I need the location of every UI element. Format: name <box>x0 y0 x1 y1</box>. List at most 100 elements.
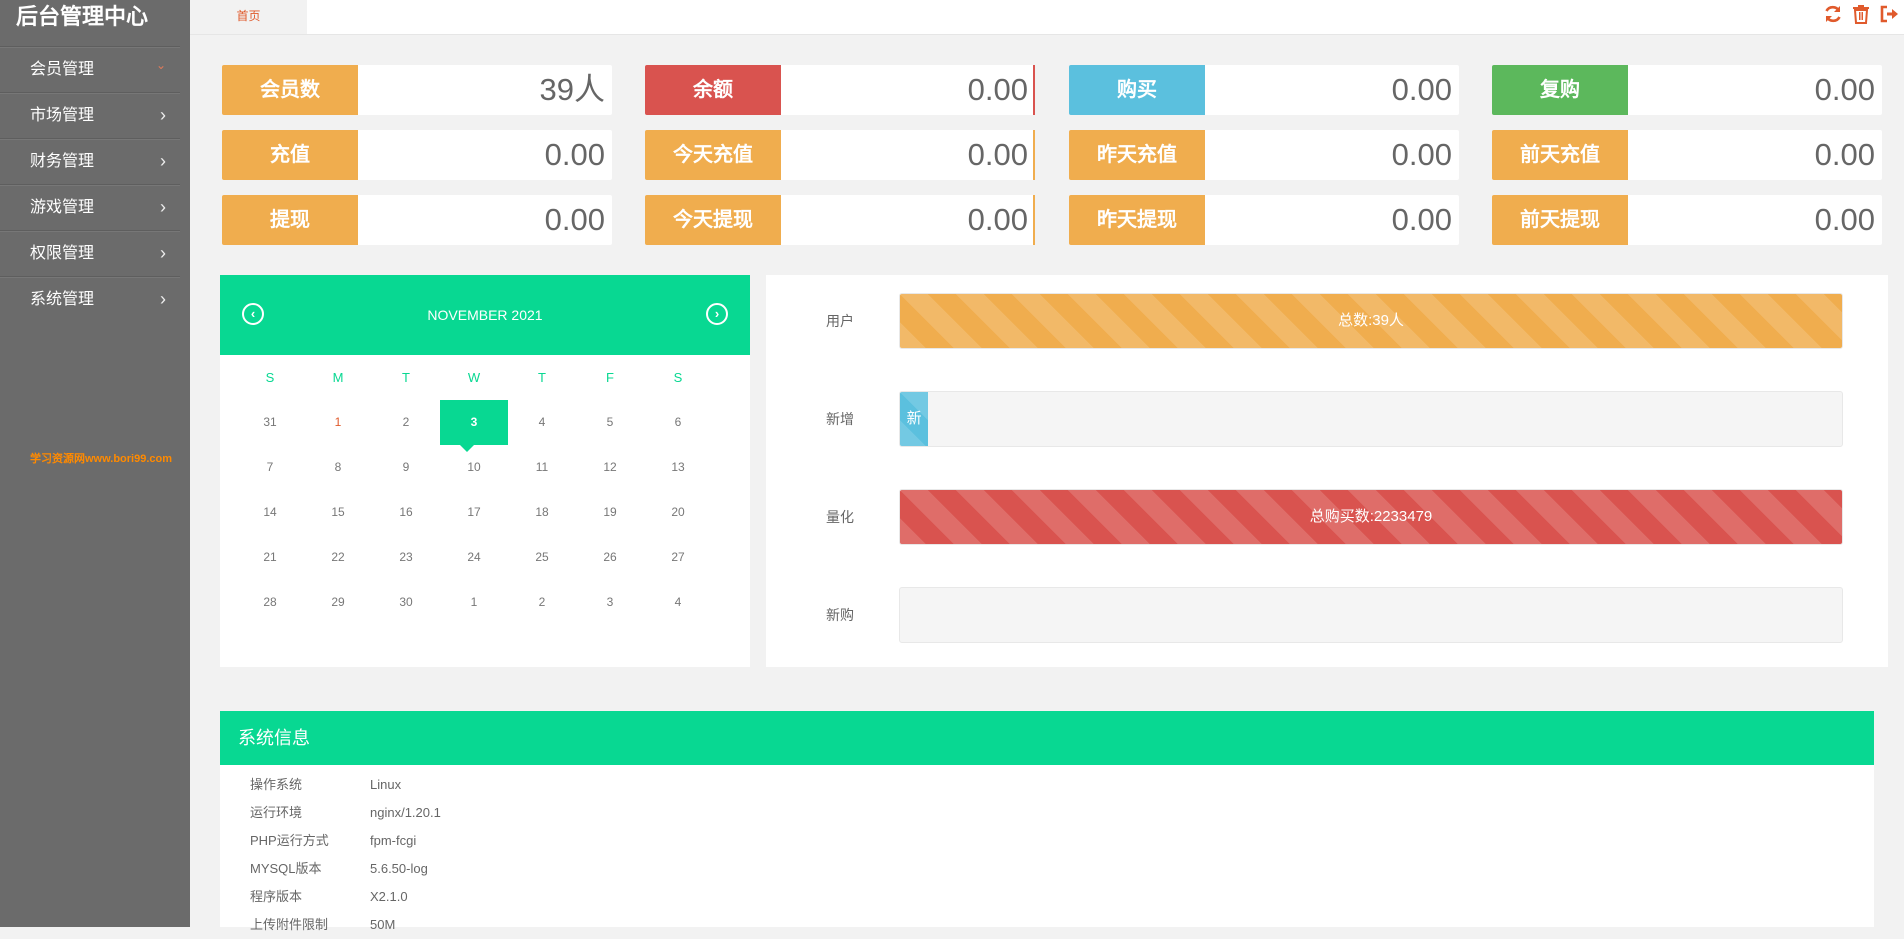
calendar-weekday: W <box>467 370 481 385</box>
sidebar-item-label: 市场管理 <box>30 107 95 124</box>
calendar-day[interactable]: 18 <box>535 505 549 519</box>
system-info-key: 操作系统 <box>250 777 303 792</box>
calendar-day[interactable]: 21 <box>263 550 277 564</box>
calendar-day[interactable]: 27 <box>671 550 685 564</box>
calendar-day[interactable]: 5 <box>606 415 614 429</box>
calendar-day[interactable]: 14 <box>263 505 277 519</box>
progress-label: 新购 <box>826 607 854 623</box>
system-info-value: Linux <box>370 777 402 792</box>
chevron-right-icon: › <box>160 105 166 125</box>
circle-arrow-right-icon[interactable]: › <box>706 303 728 325</box>
stat-value: 0.00 <box>967 72 1028 107</box>
system-info-row: 操作系统 Linux <box>220 771 1874 799</box>
system-info-row: PHP运行方式 fpm-fcgi <box>220 827 1874 855</box>
progress-row: 用户 总数:39人 <box>766 293 1888 349</box>
calendar-day[interactable]: 13 <box>671 460 685 474</box>
sidebar-item-0[interactable]: 会员管理 ⌄ <box>0 46 180 92</box>
calendar-day[interactable]: 15 <box>331 505 345 519</box>
system-info-row: 运行环境 nginx/1.20.1 <box>220 799 1874 827</box>
sidebar-item-4[interactable]: 权限管理 › <box>0 230 180 276</box>
stat-box: 昨天充值 0.00 <box>1069 130 1459 180</box>
calendar-day[interactable]: 22 <box>331 550 345 564</box>
sidebar-item-5[interactable]: 系统管理 › <box>0 276 180 322</box>
system-info-value: nginx/1.20.1 <box>370 805 441 820</box>
calendar-day[interactable]: 9 <box>402 460 410 474</box>
calendar-day[interactable]: 25 <box>535 550 549 564</box>
calendar-day[interactable]: 8 <box>334 460 342 474</box>
tab-home[interactable]: 首页 <box>190 0 307 34</box>
stat-label: 前天提现 <box>1492 195 1628 245</box>
chevron-right-icon: › <box>160 243 166 263</box>
progress-row: 量化 总购买数:2233479 <box>766 489 1888 545</box>
watermark: 学习资源网www.bori99.com <box>30 453 173 465</box>
chevron-down-icon: ⌄ <box>155 58 166 72</box>
calendar-week-row: 7 8 9 10 11 12 13 <box>220 445 750 490</box>
sidebar-item-1[interactable]: 市场管理 › <box>0 92 180 138</box>
logout-icon[interactable] <box>1878 3 1900 25</box>
sidebar-item-3[interactable]: 游戏管理 › <box>0 184 180 230</box>
calendar-day[interactable]: 28 <box>263 595 277 609</box>
calendar-week-row: 21 22 23 24 25 26 27 <box>220 535 750 580</box>
calendar-day[interactable]: 26 <box>603 550 617 564</box>
calendar-day[interactable]: 20 <box>671 505 685 519</box>
calendar-day[interactable]: 3 <box>606 595 614 609</box>
circle-arrow-left-icon[interactable]: ‹ <box>242 303 264 325</box>
calendar-day[interactable]: 2 <box>538 595 546 609</box>
calendar-day[interactable]: 6 <box>674 415 682 429</box>
calendar-day[interactable]: 30 <box>399 595 413 609</box>
top-bar: 首页 <box>190 0 1904 35</box>
calendar-day[interactable]: 1 <box>334 415 342 429</box>
system-info-key: 运行环境 <box>250 805 303 820</box>
stat-label: 会员数 <box>222 65 358 115</box>
progress-track <box>899 587 1843 643</box>
calendar-day[interactable]: 24 <box>467 550 481 564</box>
calendar-day[interactable]: 1 <box>470 595 478 609</box>
calendar-day[interactable]: 2 <box>402 415 410 429</box>
refresh-icon[interactable] <box>1822 3 1844 25</box>
sidebar-item-label: 系统管理 <box>30 291 95 308</box>
calendar-day[interactable]: 19 <box>603 505 617 519</box>
calendar-day[interactable]: 4 <box>538 415 546 429</box>
stat-value: 0.00 <box>1814 72 1875 107</box>
trash-icon[interactable] <box>1850 3 1872 25</box>
calendar-day[interactable]: 10 <box>467 460 481 474</box>
calendar-day[interactable]: 16 <box>399 505 413 519</box>
stat-box: 充值 0.00 <box>222 130 612 180</box>
calendar-day[interactable]: 23 <box>399 550 413 564</box>
stat-box: 余额 0.00 <box>645 65 1035 115</box>
stat-label: 今天提现 <box>645 195 781 245</box>
calendar-weekday: T <box>538 370 546 385</box>
stat-box: 今天充值 0.00 <box>645 130 1035 180</box>
progress-label: 用户 <box>826 313 854 329</box>
stat-value: 0.00 <box>967 137 1028 172</box>
sidebar-item-label: 权限管理 <box>30 245 95 262</box>
progress-label: 新增 <box>826 411 854 427</box>
system-info-key: PHP运行方式 <box>250 833 329 848</box>
calendar-day[interactable]: 3 <box>440 400 508 452</box>
stat-label: 余额 <box>645 65 781 115</box>
calendar-day[interactable]: 12 <box>603 460 617 474</box>
progress-row: 新购 <box>766 587 1888 643</box>
stat-box: 昨天提现 0.00 <box>1069 195 1459 245</box>
stat-box: 提现 0.00 <box>222 195 612 245</box>
stat-label: 复购 <box>1492 65 1628 115</box>
sidebar-item-2[interactable]: 财务管理 › <box>0 138 180 184</box>
stat-value: 0.00 <box>544 137 605 172</box>
system-info-title: 系统信息 <box>220 711 1874 765</box>
calendar-day[interactable]: 31 <box>263 415 277 429</box>
stat-label: 昨天提现 <box>1069 195 1205 245</box>
stat-value: 39人 <box>539 72 605 107</box>
calendar: ‹ NOVEMBER 2021 › S M T W T F S 31 1 2 3 4 5 6 7 8 9 10 11… <box>220 275 750 667</box>
stat-label: 购买 <box>1069 65 1205 115</box>
stat-value: 0.00 <box>1391 137 1452 172</box>
calendar-day[interactable]: 17 <box>467 505 481 519</box>
calendar-day[interactable]: 11 <box>535 460 549 474</box>
calendar-weekday: T <box>402 370 410 385</box>
calendar-day[interactable]: 7 <box>266 460 274 474</box>
calendar-day[interactable]: 29 <box>331 595 345 609</box>
calendar-day[interactable]: 4 <box>674 595 682 609</box>
progress-label: 量化 <box>826 509 854 525</box>
progress-track: 总数:39人 <box>899 293 1843 349</box>
stat-box: 前天提现 0.00 <box>1492 195 1882 245</box>
system-info-key: MYSQL版本 <box>250 861 322 876</box>
